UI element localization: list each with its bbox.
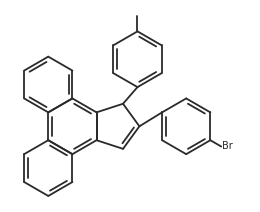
Text: Br: Br xyxy=(222,141,233,152)
